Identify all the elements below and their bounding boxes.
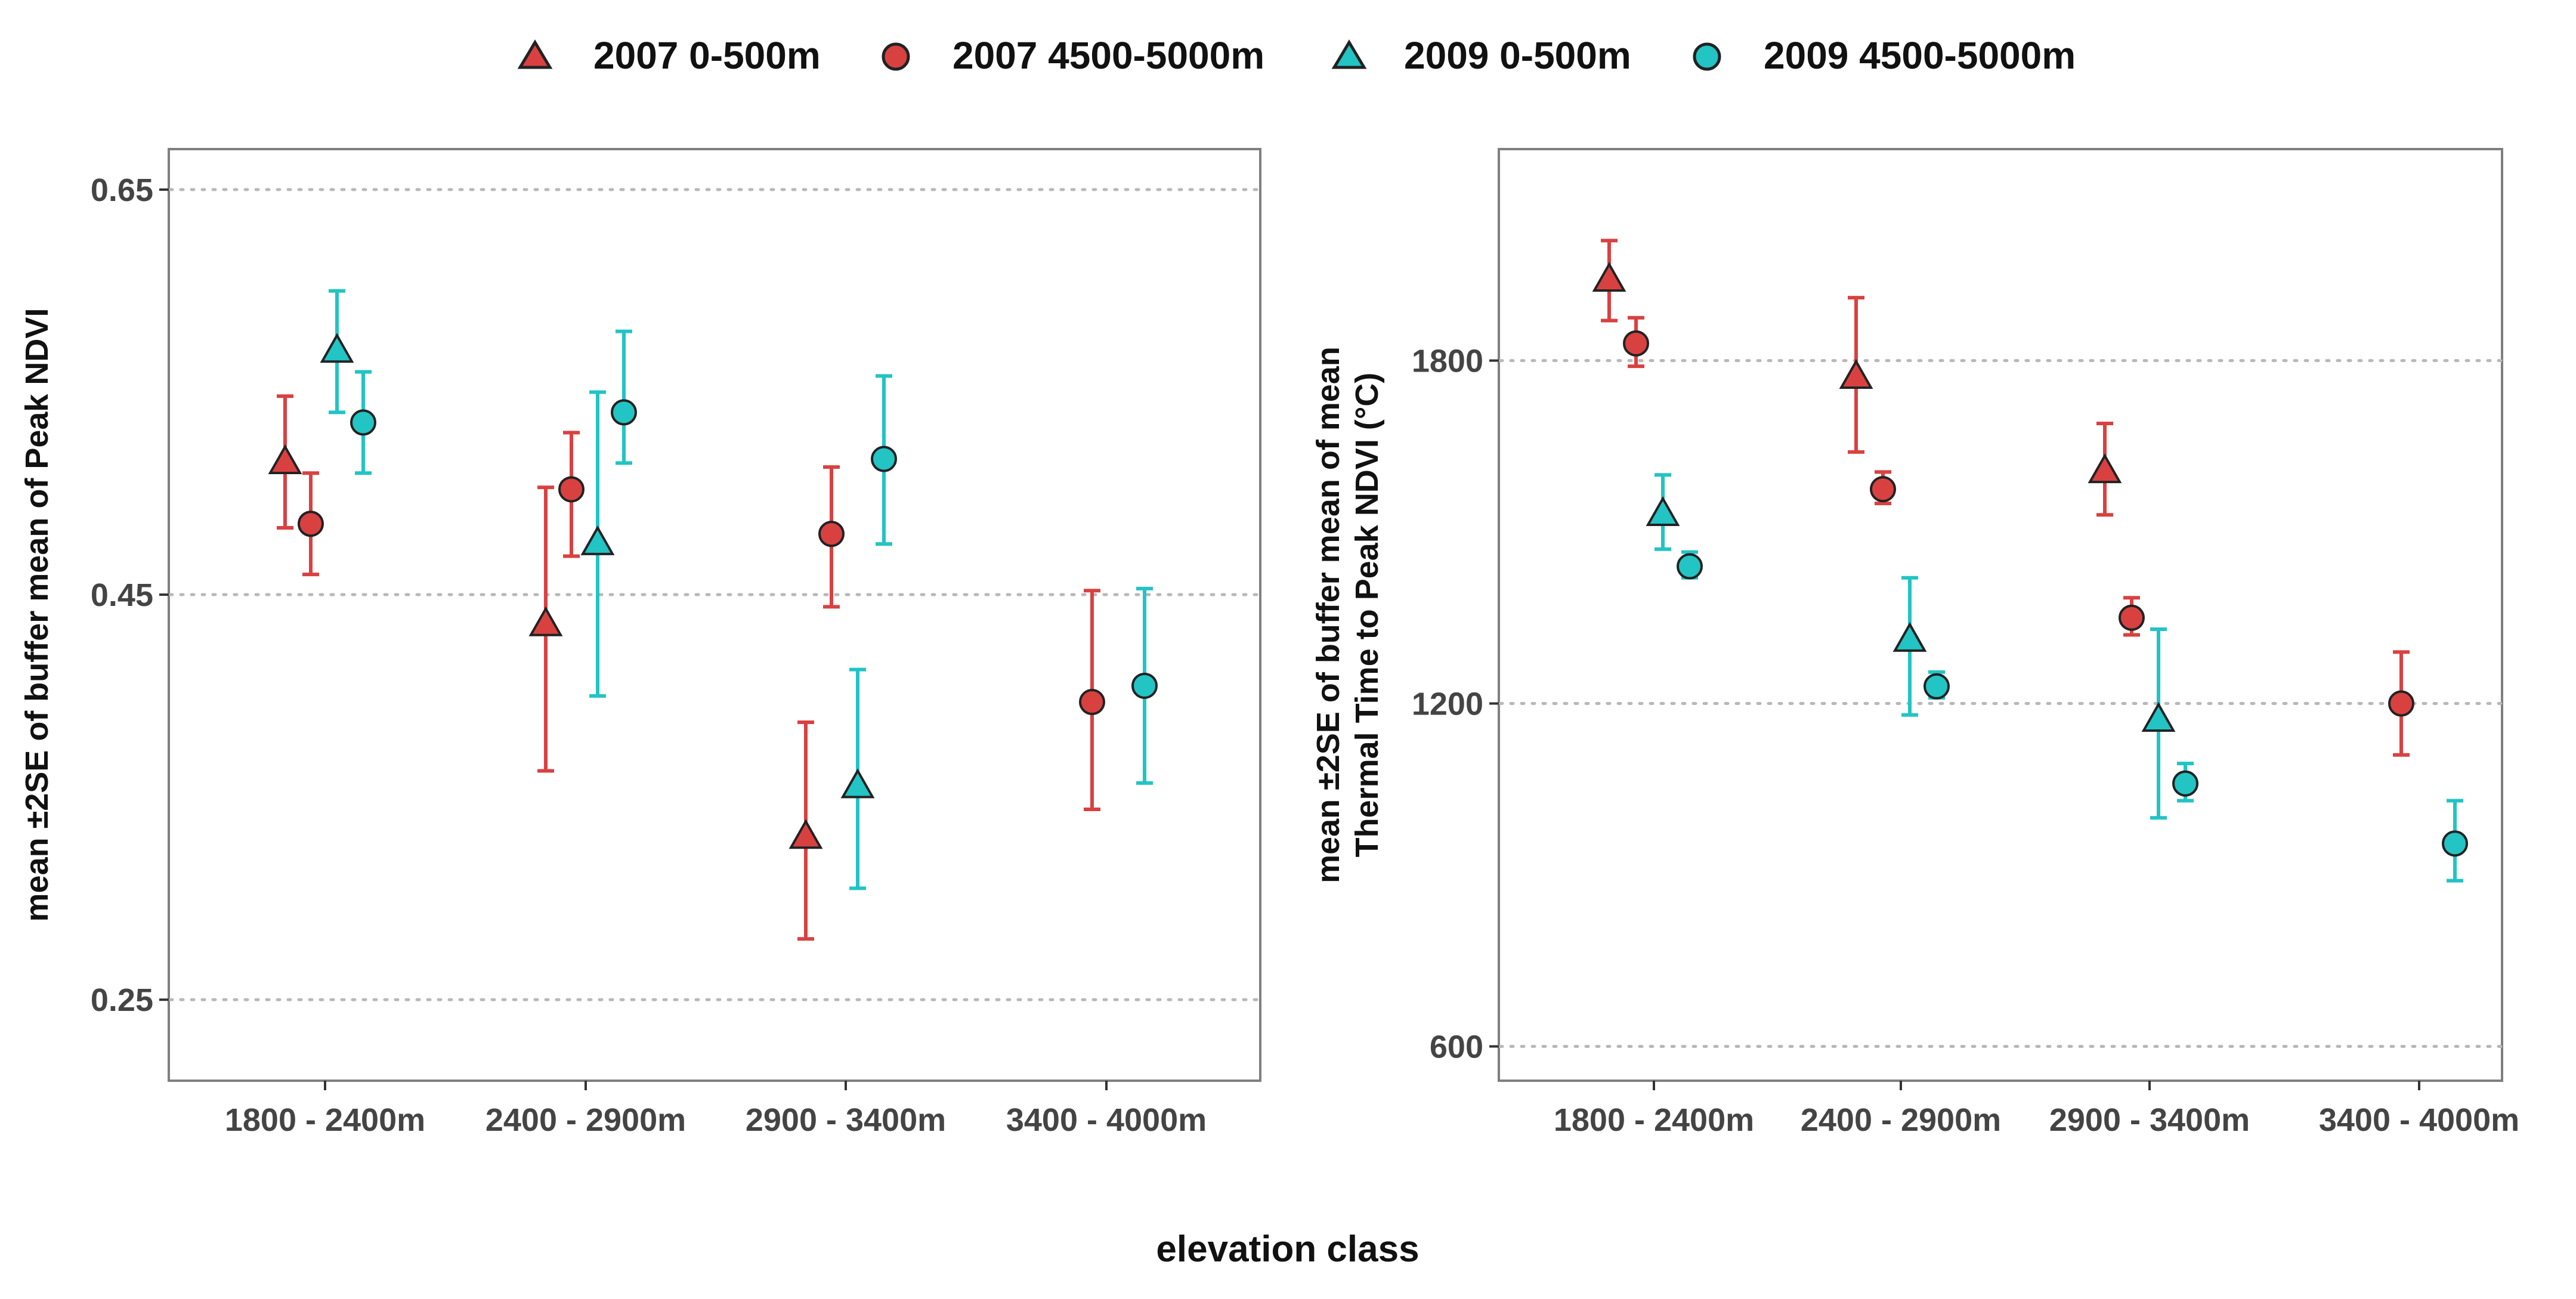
- legend-label: 2009 0-500m: [1404, 34, 1631, 77]
- data-point-triangle: [580, 525, 615, 555]
- legend-label: 2007 4500-5000m: [953, 34, 1264, 77]
- legend-label: 2007 0-500m: [593, 34, 821, 77]
- plot-frame: [168, 148, 1261, 1082]
- x-axis-title: elevation class: [1156, 1229, 1419, 1270]
- y-axis-title: mean ±2SE of buffer mean of mean: [1310, 347, 1346, 883]
- panel-peak-ndvi: 0.25 0.45 0.65 1800 - 2400m 2400 - 2900m 2900…: [19, 148, 1261, 1138]
- legend-label: 2009 4500-5000m: [1764, 34, 2076, 77]
- x-tick-label: 2400 - 2900m: [485, 1102, 686, 1138]
- data-point-circle: [298, 511, 324, 537]
- legend-triangle-icon: [517, 39, 553, 69]
- x-tick-label: 2400 - 2900m: [1801, 1102, 2001, 1138]
- data-point-circle: [2119, 604, 2145, 631]
- data-point-circle: [818, 521, 845, 548]
- data-point-circle: [1677, 553, 1703, 580]
- y-tick-label: 0.25: [91, 982, 153, 1018]
- legend-triangle-icon: [1331, 39, 1367, 69]
- y-axis-title: mean ±2SE of buffer mean of Peak NDVI: [19, 308, 55, 922]
- data-point-circle: [1924, 673, 1950, 700]
- data-point-circle: [558, 476, 585, 503]
- plot-frame: [1498, 148, 2503, 1082]
- data-point-triangle: [1592, 262, 1626, 292]
- y-tick-label: 1800: [1412, 344, 1483, 379]
- data-point-circle: [1131, 672, 1158, 699]
- x-tick-label: 1800 - 2400m: [225, 1102, 425, 1138]
- error-bar: [616, 329, 632, 465]
- legend-item-2007-0-500m: 2007 0-500m: [517, 34, 821, 77]
- data-point-triangle: [1892, 621, 1927, 652]
- x-tick-label: 2900 - 3400m: [746, 1102, 946, 1138]
- panel-thermal-time: 600 1200 1800 1800 - 2400m 2400 - 2900m 2900 …: [1310, 148, 2519, 1138]
- data-point-circle: [611, 399, 637, 426]
- data-point-triangle: [1646, 496, 1680, 527]
- y-tick-label: 600: [1430, 1029, 1483, 1065]
- y-axis-title: Thermal Time to Peak NDVI (°C): [1349, 373, 1385, 858]
- data-point-triangle: [840, 768, 875, 799]
- x-tick-label: 3400 - 4000m: [2319, 1102, 2519, 1138]
- data-point-circle: [2172, 770, 2198, 797]
- x-tick-label: 3400 - 4000m: [1006, 1102, 1207, 1138]
- data-point-circle: [871, 446, 897, 472]
- data-point-triangle: [2141, 701, 2176, 732]
- legend: 2007 0-500m 2007 4500-5000m 2009 0-500m …: [517, 34, 2076, 77]
- data-point-triangle: [320, 333, 354, 363]
- legend-item-2007-4500-5000m: 2007 4500-5000m: [882, 34, 1264, 77]
- y-tick-label: 1200: [1412, 686, 1483, 722]
- data-point-circle: [2388, 690, 2414, 717]
- data-point-triangle: [2088, 453, 2122, 484]
- data-point-circle: [1623, 330, 1649, 357]
- data-point-triangle: [1839, 358, 1873, 389]
- data-point-triangle: [268, 444, 302, 475]
- legend-circle-icon: [1693, 42, 1721, 71]
- legend-circle-icon: [882, 42, 910, 71]
- data-point-circle: [350, 409, 376, 436]
- data-point-triangle: [788, 819, 823, 849]
- y-tick-label: 0.45: [91, 577, 153, 613]
- data-point-circle: [1870, 476, 1896, 503]
- data-point-triangle: [528, 606, 563, 636]
- x-tick-label: 1800 - 2400m: [1554, 1102, 1754, 1138]
- legend-item-2009-4500-5000m: 2009 4500-5000m: [1693, 34, 2076, 77]
- y-tick-label: 0.65: [91, 172, 153, 208]
- data-point-circle: [2442, 830, 2468, 857]
- x-tick-label: 2900 - 3400m: [2049, 1102, 2250, 1138]
- data-point-circle: [1079, 689, 1105, 716]
- legend-item-2009-0-500m: 2009 0-500m: [1331, 34, 1631, 77]
